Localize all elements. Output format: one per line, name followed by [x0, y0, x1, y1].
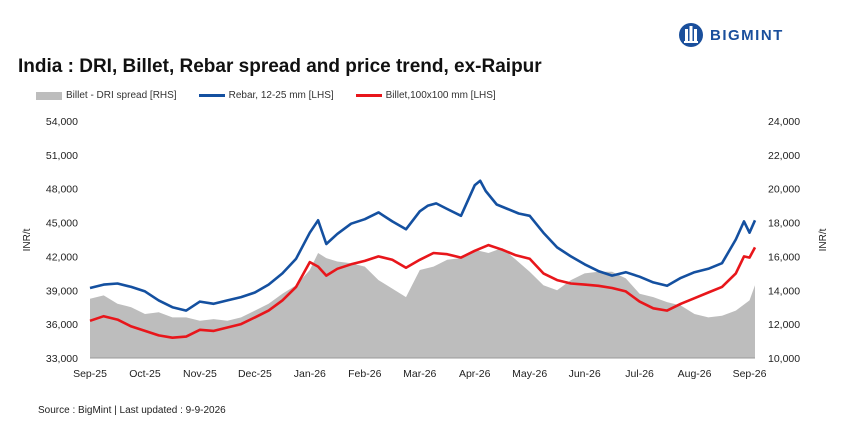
legend-label-billet: Billet,100x100 mm [LHS] [385, 90, 496, 101]
y-left-tick-label: 51,000 [46, 150, 78, 162]
x-tick-label: Jul-26 [625, 368, 654, 380]
y-left-tick-label: 36,000 [46, 319, 78, 331]
legend-item-rebar: Rebar, 12-25 mm [LHS] [198, 90, 334, 101]
chart-legend: Billet - DRI spread [RHS] Rebar, 12-25 m… [36, 90, 518, 101]
legend-swatch-rebar [198, 94, 225, 97]
legend-swatch-spread [36, 91, 62, 100]
y-right-tick-label: 10,000 [768, 353, 800, 365]
x-tick-label: Apr-26 [459, 368, 491, 380]
x-tick-label: Nov-25 [183, 368, 217, 380]
brand-logo: BIGMINT [678, 22, 784, 48]
y-left-tick-label: 39,000 [46, 285, 78, 297]
x-tick-label: May-26 [512, 368, 547, 380]
series-spread-area [90, 248, 755, 358]
x-tick-label: Mar-26 [403, 368, 436, 380]
source-note: Source : BigMint | Last updated : 9-9-20… [38, 405, 226, 416]
y-left-tick-label: 54,000 [46, 116, 78, 128]
x-tick-label: Feb-26 [348, 368, 381, 380]
x-tick-label: Sep-26 [733, 368, 767, 380]
legend-swatch-billet [355, 94, 382, 97]
y-right-tick-label: 20,000 [768, 184, 800, 196]
y-right-tick-label: 24,000 [768, 116, 800, 128]
legend-label-rebar: Rebar, 12-25 mm [LHS] [228, 90, 334, 101]
legend-item-billet: Billet,100x100 mm [LHS] [355, 90, 496, 101]
legend-item-spread: Billet - DRI spread [RHS] [36, 90, 177, 101]
y-right-tick-label: 12,000 [768, 319, 800, 331]
x-tick-label: Jun-26 [569, 368, 601, 380]
y-left-tick-label: 33,000 [46, 353, 78, 365]
series-billet-line [89, 243, 757, 340]
y-right-tick-label: 22,000 [768, 150, 800, 162]
x-tick-label: Jan-26 [294, 368, 326, 380]
y-right-tick-label: 18,000 [768, 218, 800, 230]
x-tick-label: Dec-25 [238, 368, 272, 380]
x-tick-label: Sep-25 [73, 368, 107, 380]
series-rebar-line [89, 179, 757, 312]
y-left-tick-label: 48,000 [46, 184, 78, 196]
y-axis-left-label: INR/t [22, 228, 33, 251]
legend-label-spread: Billet - DRI spread [RHS] [66, 90, 177, 101]
y-right-tick-label: 14,000 [768, 285, 800, 297]
y-right-tick-label: 16,000 [768, 251, 800, 263]
chart-title: India : DRI, Billet, Rebar spread and pr… [18, 56, 542, 77]
x-tick-label: Oct-25 [129, 368, 161, 380]
y-left-tick-label: 45,000 [46, 218, 78, 230]
y-axis-right-label: INR/t [818, 228, 829, 251]
y-left-tick-label: 42,000 [46, 251, 78, 263]
brand-emblem-icon [679, 23, 703, 47]
x-tick-label: Aug-26 [678, 368, 712, 380]
brand-name: BIGMINT [710, 26, 784, 44]
